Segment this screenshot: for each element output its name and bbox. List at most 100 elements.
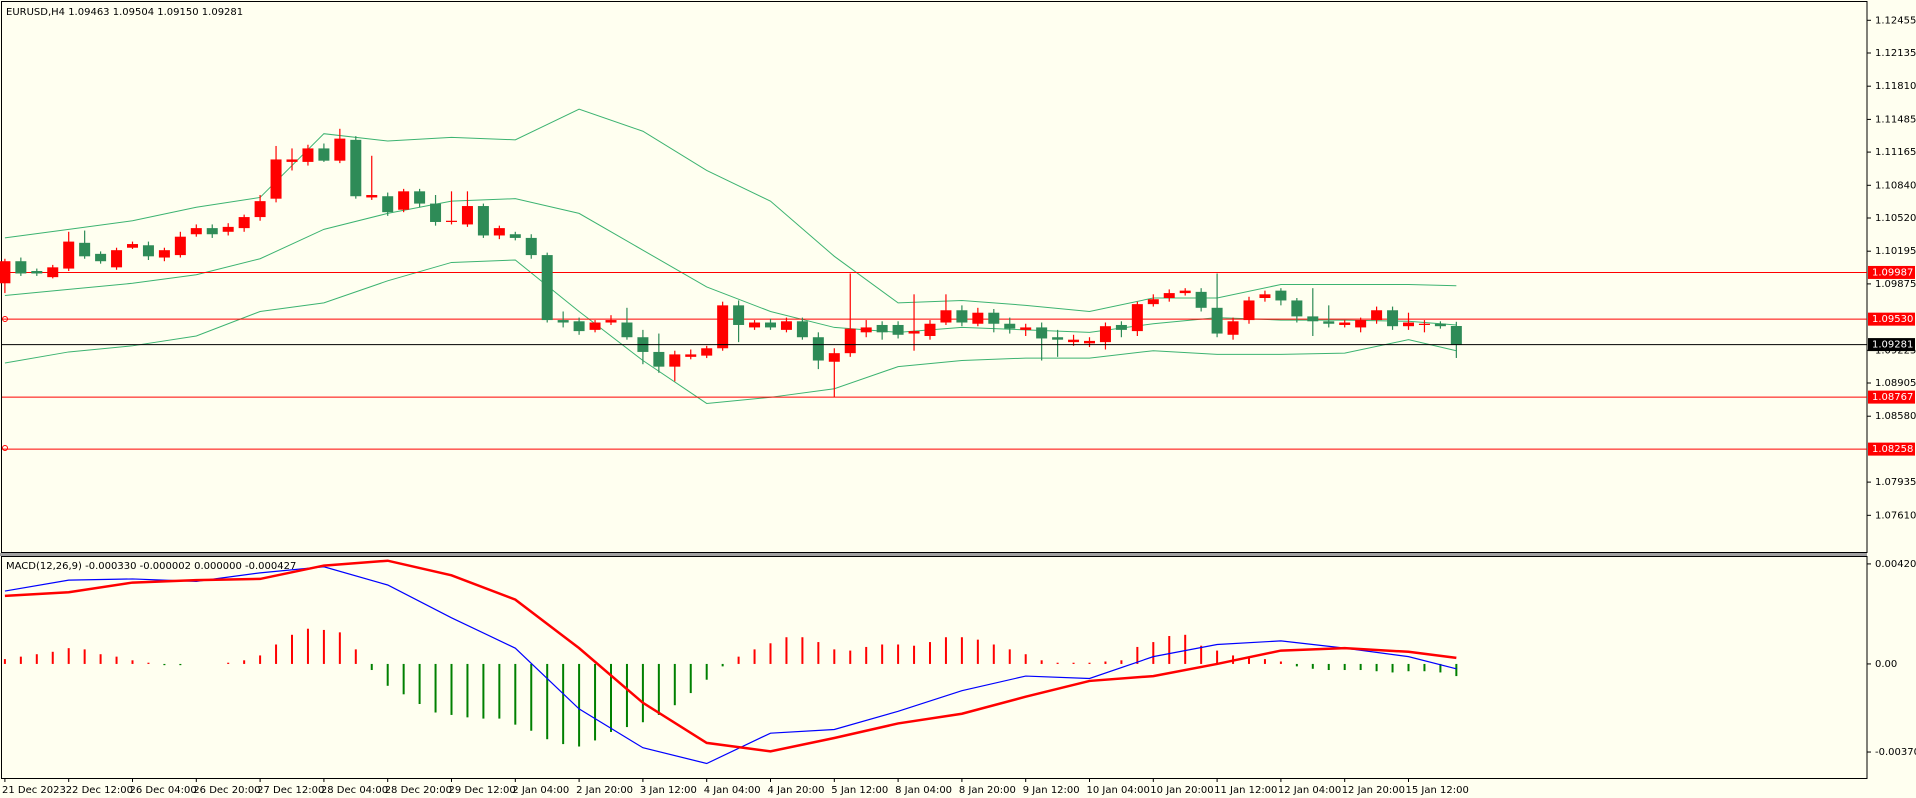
candle-body (557, 320, 569, 323)
x-tick-label: 10 Jan 20:00 (1150, 785, 1213, 796)
x-tick-label: 8 Jan 04:00 (895, 785, 952, 796)
y-tick-label: 1.12135 (1875, 48, 1916, 59)
histogram-bar (1279, 661, 1282, 664)
level-anchor (2, 445, 8, 451)
histogram-bar (1040, 660, 1043, 664)
candle-body (302, 148, 314, 162)
histogram-bar (673, 663, 676, 706)
histogram-bar (833, 649, 836, 664)
level-label: 1.09530 (1872, 314, 1913, 325)
last-price-label: 1.09281 (1872, 340, 1913, 351)
chart-title: EURUSD,H4 1.09463 1.09504 1.09150 1.0928… (6, 7, 243, 18)
histogram-bar (514, 663, 517, 725)
candle-body (31, 271, 43, 274)
histogram-bar (929, 642, 931, 664)
histogram-bar (67, 648, 70, 664)
candle-body (860, 327, 872, 333)
histogram-bar (1359, 663, 1362, 671)
y-tick-label: 1.11165 (1875, 147, 1916, 158)
x-tick-label: 4 Jan 04:00 (704, 785, 761, 796)
candle-body (1084, 340, 1095, 344)
histogram-bar (1311, 663, 1314, 669)
histogram-bar (689, 663, 692, 694)
x-tick-label: 4 Jan 20:00 (768, 785, 825, 796)
histogram-bar (1056, 662, 1059, 664)
candle-body (206, 228, 218, 235)
candle-body (1068, 339, 1080, 343)
candle-body (382, 196, 394, 213)
candle-body (1131, 304, 1143, 332)
histogram-bar (259, 655, 262, 664)
histogram-bar (753, 649, 756, 664)
candle-body (1275, 290, 1287, 301)
candle-body (63, 241, 75, 269)
level-label-box (1868, 265, 1915, 279)
candle-body (493, 228, 505, 236)
histogram-bar (1072, 662, 1075, 664)
histogram-bar (625, 663, 628, 728)
x-tick-label: 29 Dec 12:00 (449, 785, 516, 796)
band-line (4, 198, 1457, 333)
y-tick-label: 1.11810 (1875, 81, 1916, 92)
x-tick-label: 26 Dec 20:00 (193, 785, 260, 796)
histogram-bar (498, 663, 501, 719)
panel-separator (0, 553, 1867, 556)
y-tick-label: 1.07610 (1875, 510, 1916, 521)
y-tick-label: 1.10520 (1875, 213, 1916, 224)
candle-body (669, 354, 681, 367)
histogram-bar (83, 649, 86, 664)
candle-body (174, 236, 186, 256)
candle-body (1371, 310, 1383, 321)
histogram-bar (1200, 645, 1203, 664)
histogram-bar (849, 650, 852, 664)
candle-body (1403, 322, 1414, 327)
last-price-box (1868, 338, 1915, 352)
candle-body (158, 250, 170, 258)
histogram-bar (737, 656, 740, 664)
candle-body (780, 321, 792, 330)
histogram-bar (610, 663, 612, 732)
candle-body (589, 322, 601, 330)
histogram-bar (944, 637, 947, 664)
x-tick-label: 10 Jan 04:00 (1087, 785, 1150, 796)
candle-body (1179, 290, 1191, 294)
histogram-bar (322, 629, 325, 664)
y-tick-label: 1.11485 (1875, 114, 1916, 125)
x-tick-label: 12 Jan 04:00 (1278, 785, 1341, 796)
histogram-bar (769, 643, 772, 664)
histogram-bar (1088, 662, 1091, 664)
histogram-bar (1168, 636, 1171, 664)
histogram-bar (1391, 663, 1394, 673)
candle-body (190, 228, 202, 235)
candle-body (15, 261, 27, 274)
histogram-bar (657, 663, 660, 715)
candle-body (1195, 291, 1207, 308)
candle-body (1211, 307, 1223, 334)
histogram-bar (546, 663, 549, 740)
candle-body (541, 255, 553, 321)
y-tick-label: 1.07935 (1875, 477, 1916, 488)
histogram-bar (3, 659, 6, 664)
level-label-box (1868, 312, 1915, 326)
candle-body (956, 310, 968, 323)
level-label-box (1868, 442, 1915, 456)
histogram-bar (243, 660, 246, 664)
histogram-bar (1136, 646, 1139, 664)
candle-body (1259, 294, 1271, 298)
candle-body (318, 148, 330, 161)
candle-body (366, 195, 378, 198)
x-tick-label: 5 Jan 12:00 (831, 785, 888, 796)
histogram-bar (1375, 663, 1378, 672)
histogram-bar (1104, 661, 1107, 664)
histogram-bar (1248, 656, 1250, 664)
histogram-bar (179, 663, 182, 666)
histogram-bar (1184, 634, 1187, 664)
candle-body (844, 328, 856, 354)
y-tick-label: 1.08905 (1875, 378, 1916, 389)
histogram-bar (306, 628, 309, 664)
histogram-bar (897, 644, 900, 664)
histogram-bar (1423, 663, 1426, 672)
candle-body (1307, 316, 1319, 322)
